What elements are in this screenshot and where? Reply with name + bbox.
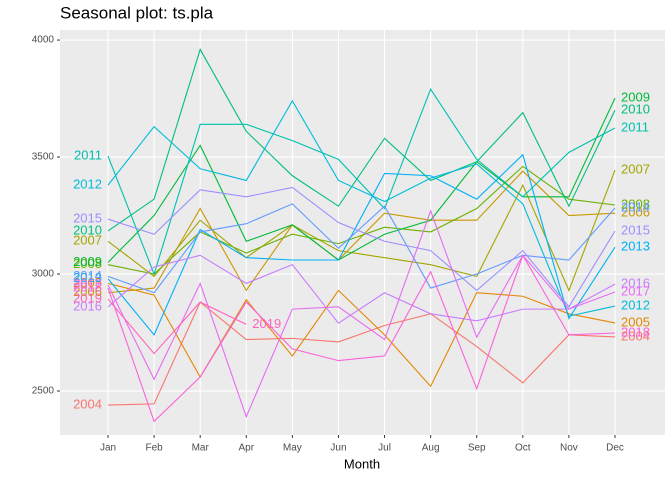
y-tick-label: 4000 [32, 35, 55, 46]
series-label: 2011 [621, 119, 649, 134]
series-label: 2010 [73, 222, 102, 237]
x-tick-label: Feb [145, 443, 163, 454]
series-line [107, 186, 616, 308]
series-line [107, 282, 616, 388]
series-label: 2004 [621, 328, 650, 343]
series-line [107, 169, 616, 292]
series-label: 2008 [73, 256, 102, 271]
series-label: 2013 [73, 270, 102, 285]
series-label: 2014 [621, 199, 650, 214]
series-label: 2012 [73, 177, 102, 192]
series-label: 2009 [621, 90, 650, 105]
series-label: 2014 [73, 268, 102, 283]
series-label: 2018 [621, 324, 650, 339]
series-line [107, 87, 616, 276]
series-line [107, 48, 616, 232]
series-line [107, 99, 616, 317]
series-label: 2007 [621, 162, 650, 177]
x-tick-label: May [283, 443, 302, 454]
series-label: 2008 [621, 196, 650, 211]
series-label: 2005 [73, 275, 102, 290]
y-tick-label: 2500 [32, 386, 55, 397]
series-label: 2009 [73, 254, 102, 269]
series-label: 2006 [73, 284, 102, 299]
x-tick-label: Jun [330, 443, 346, 454]
chart-title: Seasonal plot: ts.pla [60, 3, 214, 22]
series-label: 2011 [74, 148, 102, 163]
x-tick-label: Aug [422, 443, 440, 454]
series-label: 2007 [73, 233, 102, 248]
series-label: 2004 [73, 396, 102, 411]
series-label: 2015 [621, 222, 650, 237]
series-label: 2013 [621, 239, 650, 254]
x-tick-label: Mar [192, 443, 210, 454]
series-line [107, 153, 616, 336]
series-line [107, 301, 616, 406]
series-line [107, 254, 616, 324]
series-line [107, 170, 616, 294]
x-tick-label: Jul [378, 443, 391, 454]
series-label: 2010 [621, 102, 650, 117]
series-label: 2015 [73, 210, 102, 225]
series-label: 2005 [621, 314, 650, 329]
series-label: 2016 [73, 298, 102, 313]
series-label: 2018 [73, 280, 102, 295]
series-label: 2017 [621, 283, 650, 298]
series-label: 2016 [621, 276, 650, 291]
x-tick-label: Nov [560, 443, 578, 454]
y-tick-label: 3500 [32, 152, 55, 163]
x-tick-label: Dec [606, 443, 624, 454]
series-line [107, 165, 616, 275]
series-line [107, 209, 616, 419]
y-tick-label: 3000 [32, 269, 55, 280]
x-tick-label: Oct [515, 443, 531, 454]
x-axis-label: Month [344, 456, 380, 471]
series-line [107, 253, 616, 423]
series-label: 2012 [621, 298, 650, 313]
x-tick-label: Sep [468, 443, 486, 454]
series-line [107, 97, 616, 263]
x-tick-label: Apr [238, 443, 254, 454]
x-tick-label: Jan [100, 443, 116, 454]
series-label: 2006 [621, 205, 650, 220]
series-line [107, 203, 616, 294]
series-line [107, 298, 247, 355]
series-label: 2019 [73, 291, 102, 306]
series-label: 2017 [73, 276, 102, 291]
series-label: 2019 [252, 316, 281, 331]
